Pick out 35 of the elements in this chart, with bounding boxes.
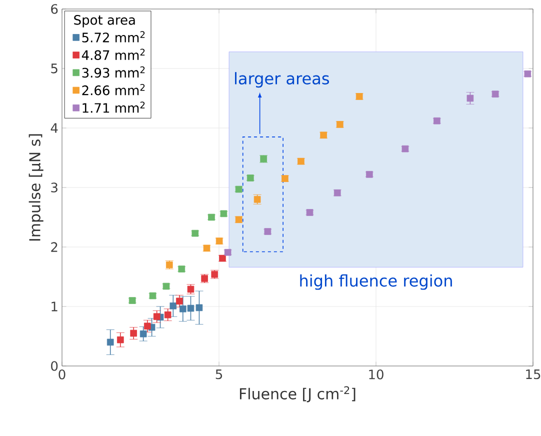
legend-label: 3.93 mm$^{2}$ <box>82 66 145 78</box>
point <box>176 298 183 305</box>
point <box>164 311 172 318</box>
y-axis-title: Impulse [μN s] <box>28 134 44 241</box>
point <box>466 94 474 102</box>
legend-label: 5.72 mm$^{2}$ <box>82 31 145 42</box>
point <box>106 338 114 346</box>
point <box>170 302 177 310</box>
legend-label: 4.87 mm$^{2}$ <box>82 48 145 60</box>
annotation: larger areas <box>235 72 329 88</box>
y-tick-label: 0 <box>51 361 58 371</box>
y-tick-label: 6 <box>51 4 58 14</box>
y-tick-label: 1 <box>52 302 58 312</box>
band-label: high fluence region <box>300 274 452 290</box>
y-tick-label: 2 <box>51 242 58 252</box>
x-tick-label: 0 <box>58 370 66 380</box>
x-tick-label: 10 <box>369 370 384 380</box>
y-tick-label: 5 <box>51 64 58 74</box>
point <box>140 330 147 338</box>
x-axis-title: Fluence [J cm$^{-2}$] <box>240 386 356 402</box>
point <box>179 305 186 312</box>
legend-label: 1.71 mm$^{2}$ <box>82 102 145 113</box>
point <box>187 304 194 312</box>
point <box>144 322 151 330</box>
legend-label: 2.66 mm$^{2}$ <box>82 84 145 96</box>
point <box>153 313 160 320</box>
x-tick-label: 15 <box>526 370 540 380</box>
y-tick-label: 4 <box>50 123 58 133</box>
point <box>254 196 261 203</box>
point <box>117 336 124 344</box>
y-tick-label: 3 <box>51 182 58 192</box>
legend-title: Spot area <box>74 14 135 28</box>
point <box>130 330 137 337</box>
point <box>196 304 203 312</box>
x-tick-label: 5 <box>216 370 222 380</box>
